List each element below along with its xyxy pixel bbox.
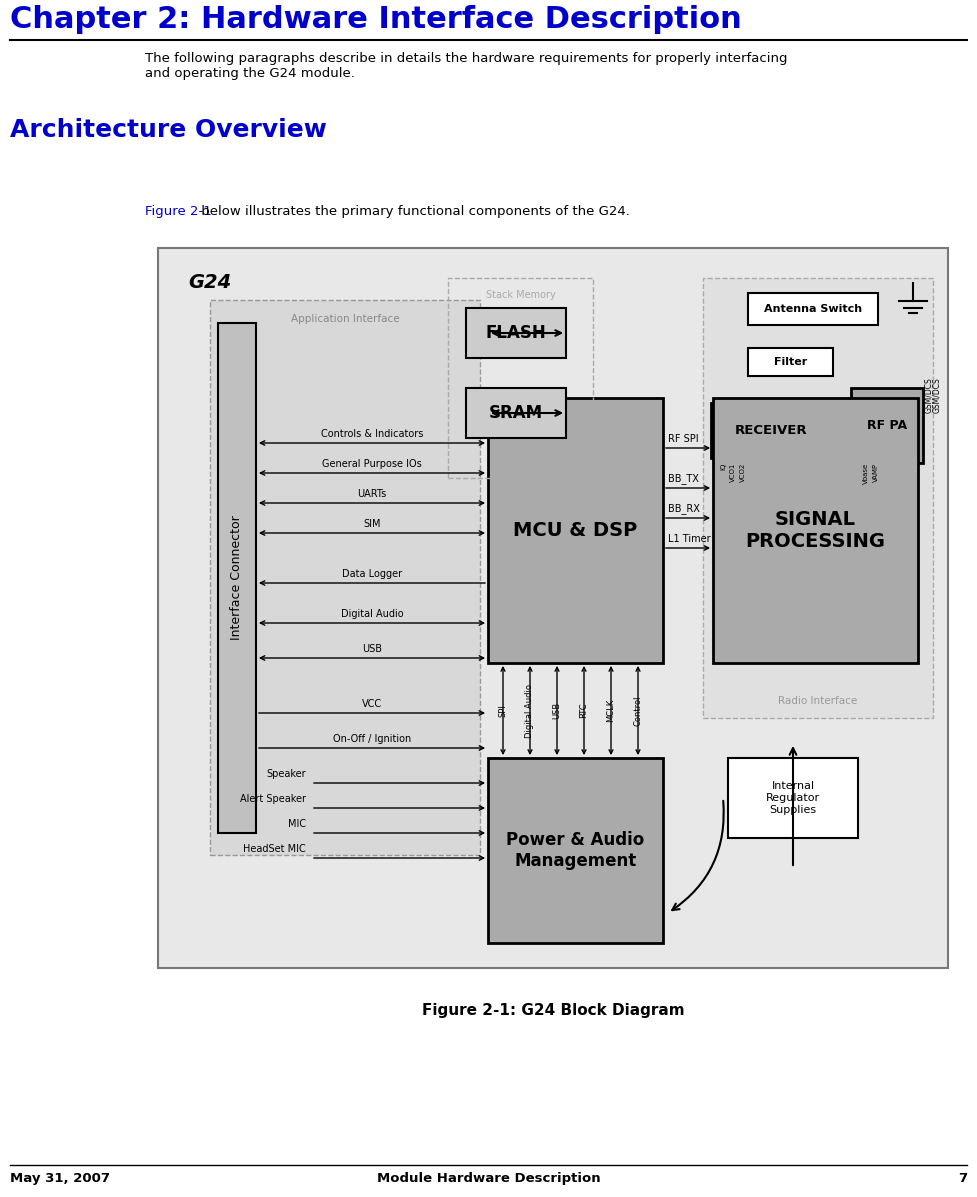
Text: IQ: IQ — [720, 463, 726, 470]
Text: Figure 2-1: G24 Block Diagram: Figure 2-1: G24 Block Diagram — [422, 1003, 684, 1017]
Text: Controls & Indicators: Controls & Indicators — [320, 429, 423, 439]
FancyBboxPatch shape — [711, 403, 831, 458]
FancyBboxPatch shape — [466, 308, 566, 358]
Text: Vbase: Vbase — [863, 463, 869, 485]
Text: SRAM: SRAM — [488, 405, 543, 423]
Text: G24: G24 — [188, 273, 232, 292]
Text: BB_TX: BB_TX — [668, 473, 699, 484]
FancyBboxPatch shape — [728, 758, 858, 838]
FancyBboxPatch shape — [488, 397, 663, 663]
Text: Module Hardware Description: Module Hardware Description — [377, 1172, 600, 1185]
FancyBboxPatch shape — [748, 293, 878, 326]
Text: GSM/DCS: GSM/DCS — [924, 377, 933, 413]
FancyBboxPatch shape — [703, 278, 933, 718]
Text: GSM/DCS: GSM/DCS — [932, 377, 942, 413]
Text: RTC: RTC — [579, 703, 588, 718]
Text: On-Off / Ignition: On-Off / Ignition — [333, 734, 411, 745]
Text: L1 Timer: L1 Timer — [668, 534, 710, 543]
Text: Radio Interface: Radio Interface — [779, 695, 858, 706]
Text: Power & Audio
Management: Power & Audio Management — [506, 831, 645, 870]
Text: The following paragraphs describe in details the hardware requirements for prope: The following paragraphs describe in det… — [145, 51, 787, 80]
Text: MIC: MIC — [288, 819, 306, 830]
Text: May 31, 2007: May 31, 2007 — [10, 1172, 110, 1185]
Text: Control: Control — [633, 695, 643, 725]
Text: General Purpose IOs: General Purpose IOs — [322, 458, 422, 469]
Text: RF SPI: RF SPI — [668, 435, 699, 444]
Text: SIGNAL
PROCESSING: SIGNAL PROCESSING — [745, 510, 885, 551]
Text: USB: USB — [362, 644, 382, 654]
Text: BB_RX: BB_RX — [668, 503, 700, 514]
Text: Filter: Filter — [774, 357, 807, 367]
FancyBboxPatch shape — [851, 388, 923, 463]
Text: Alert Speaker: Alert Speaker — [240, 794, 306, 804]
Text: VCC: VCC — [361, 699, 382, 709]
Text: HeadSet MIC: HeadSet MIC — [243, 844, 306, 853]
Text: SIM: SIM — [363, 519, 381, 529]
Text: MCU & DSP: MCU & DSP — [513, 521, 638, 540]
FancyBboxPatch shape — [218, 323, 256, 833]
Text: UARTs: UARTs — [358, 490, 387, 499]
Text: Architecture Overview: Architecture Overview — [10, 119, 327, 142]
Text: Digital Audio: Digital Audio — [341, 609, 404, 619]
FancyBboxPatch shape — [210, 300, 480, 855]
Text: VCO1: VCO1 — [730, 463, 736, 482]
Text: Digital Audio: Digital Audio — [526, 683, 534, 737]
FancyBboxPatch shape — [158, 248, 948, 968]
Text: VAMP: VAMP — [873, 463, 879, 482]
Text: Interface Connector: Interface Connector — [231, 516, 243, 640]
Text: MCLK: MCLK — [607, 699, 616, 722]
FancyBboxPatch shape — [713, 397, 918, 663]
Text: Internal
Regulator
Supplies: Internal Regulator Supplies — [766, 782, 820, 815]
Text: Figure 2-1: Figure 2-1 — [145, 205, 212, 218]
Text: Antenna Switch: Antenna Switch — [764, 304, 862, 314]
Text: VCO2: VCO2 — [740, 463, 746, 482]
Text: RF PA: RF PA — [867, 419, 907, 432]
Text: USB: USB — [553, 701, 562, 719]
Text: FLASH: FLASH — [486, 324, 546, 342]
Text: Data Logger: Data Logger — [342, 569, 403, 579]
Text: Speaker: Speaker — [267, 768, 306, 779]
FancyBboxPatch shape — [466, 388, 566, 438]
Text: Stack Memory: Stack Memory — [486, 290, 555, 300]
Text: Application Interface: Application Interface — [291, 314, 400, 324]
Text: Chapter 2: Hardware Interface Description: Chapter 2: Hardware Interface Descriptio… — [10, 5, 742, 34]
Text: RECEIVER: RECEIVER — [735, 424, 807, 437]
FancyBboxPatch shape — [748, 348, 833, 376]
Text: below illustrates the primary functional components of the G24.: below illustrates the primary functional… — [197, 205, 630, 218]
Text: 7: 7 — [957, 1172, 967, 1185]
FancyBboxPatch shape — [488, 758, 663, 943]
Text: SPI: SPI — [498, 704, 507, 717]
